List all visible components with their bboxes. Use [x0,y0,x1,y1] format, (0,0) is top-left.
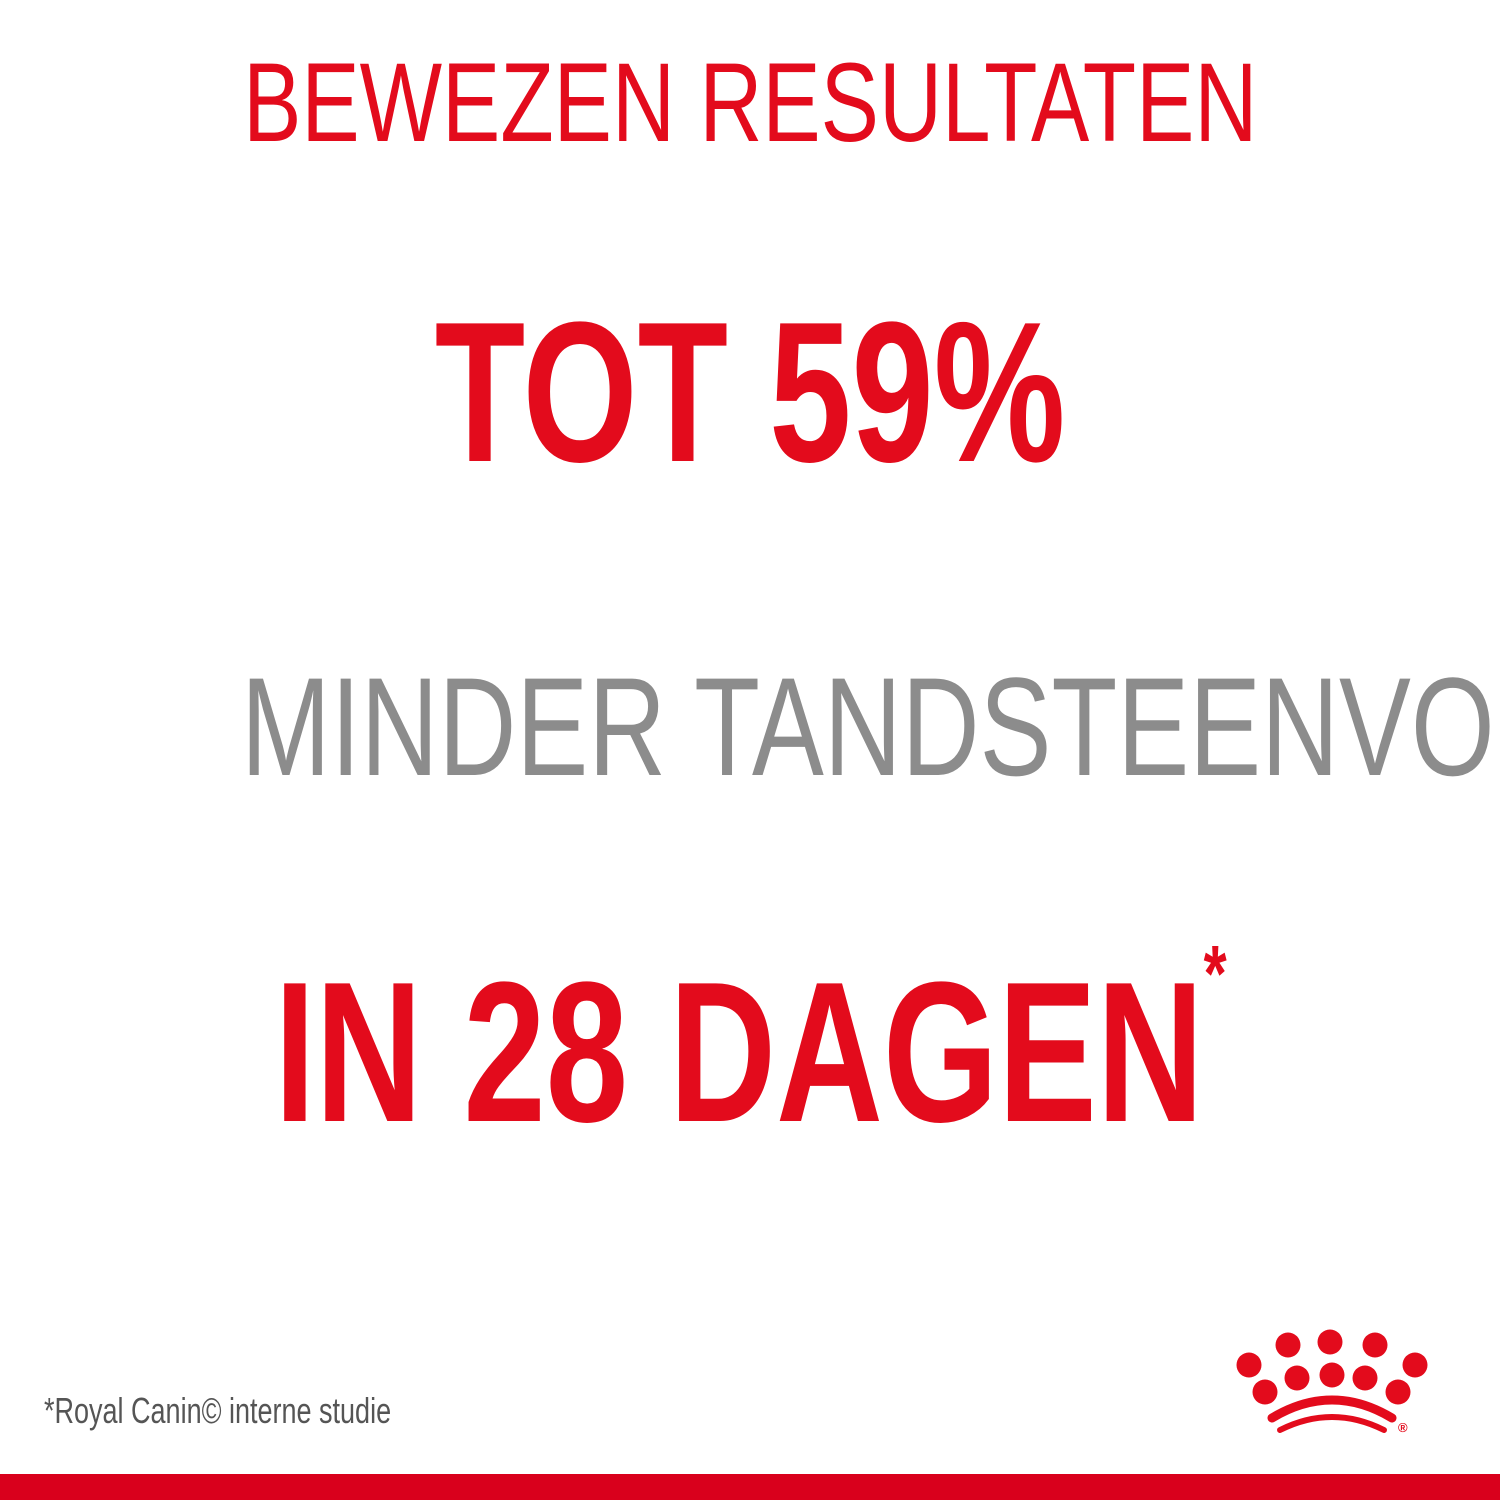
subheading: MINDER TANDSTEENVORMING [0,646,1500,808]
crown-icon: ® [1236,1329,1428,1435]
stat-headline: TOT 59% [0,278,1500,508]
footnote-marker: * [1203,929,1227,1018]
stat-text: TOT 59% [434,281,1066,504]
footnote: *Royal Canin© interne studie [44,1390,392,1431]
bottom-bar [0,1474,1500,1500]
heading: BEWEZEN RESULTATEN [0,38,1500,167]
period-text: IN 28 DAGEN [273,941,1204,1164]
subheading-text: MINDER TANDSTEENVORMING [240,648,1500,805]
registered-mark: ® [1398,1420,1408,1435]
heading-text: BEWEZEN RESULTATEN [242,40,1258,165]
period-headline: IN 28 DAGEN* [0,929,1500,1168]
